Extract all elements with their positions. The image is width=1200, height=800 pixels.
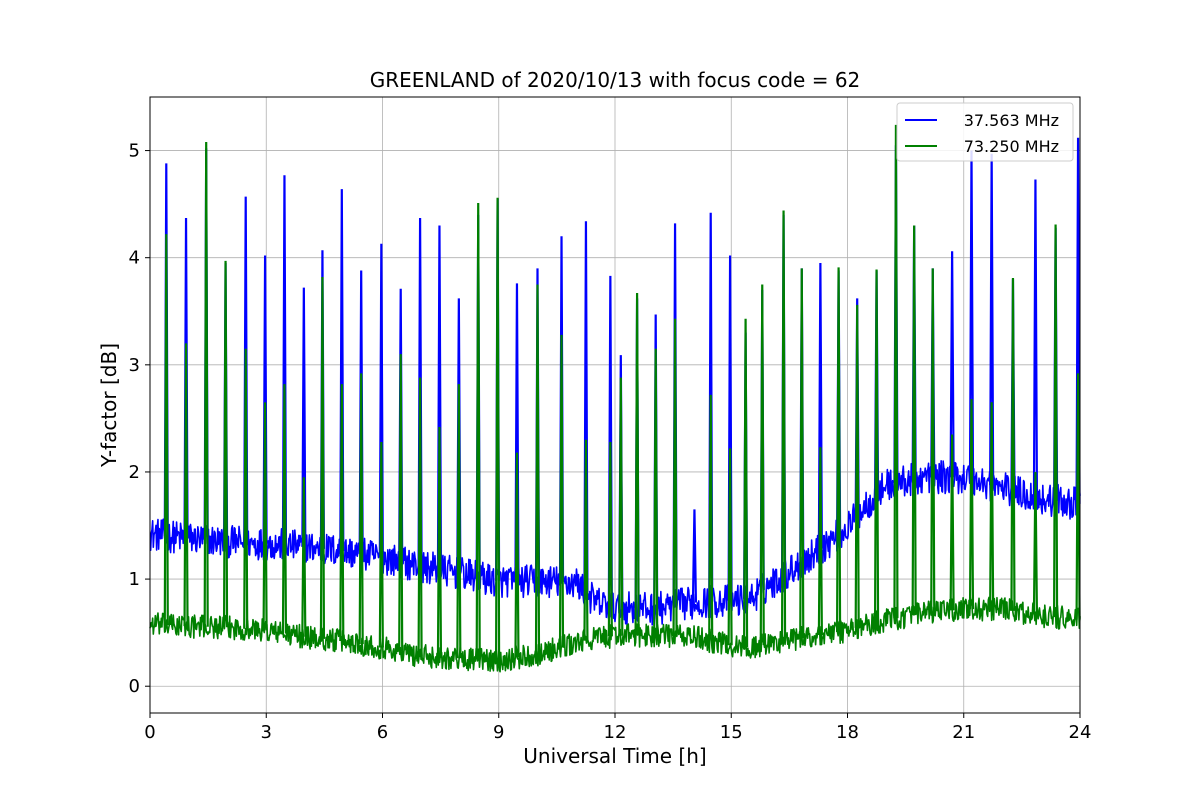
spike-point	[1052, 224, 1059, 618]
spike-point	[949, 434, 955, 611]
x-tick-label: 21	[952, 722, 975, 743]
spike-point	[494, 197, 501, 661]
x-tick-label: 18	[836, 722, 859, 743]
spike-point	[799, 268, 805, 639]
spike-point	[243, 348, 249, 629]
x-tick-label: 12	[604, 722, 627, 743]
y-tick-label: 1	[129, 569, 140, 590]
spike-point	[817, 447, 823, 636]
spike-point	[691, 509, 698, 603]
spike-point	[634, 293, 640, 636]
spike-point	[436, 426, 443, 658]
series-lines	[149, 124, 1081, 673]
x-tick-label: 15	[720, 722, 743, 743]
spike-point	[893, 124, 899, 619]
spike-point	[378, 441, 384, 648]
spike-point	[1032, 179, 1039, 498]
spike-point	[949, 251, 955, 478]
spike-point	[339, 384, 345, 642]
spike-point	[1075, 373, 1081, 620]
spike-point	[989, 402, 995, 610]
spike-point	[607, 441, 613, 637]
x-axis-label: Universal Time [h]	[523, 744, 706, 768]
spike-point	[456, 384, 462, 659]
spike-point	[281, 384, 288, 634]
spike-point	[558, 334, 565, 648]
x-tick-label: 0	[144, 722, 155, 743]
y-tick-label: 2	[129, 462, 140, 483]
spike-point	[163, 234, 169, 625]
x-tick-label: 6	[377, 722, 388, 743]
spike-point	[203, 141, 209, 627]
spike-point	[301, 477, 307, 637]
spike-point	[854, 304, 860, 628]
series-2	[149, 124, 1081, 673]
spike-point	[873, 269, 880, 623]
legend-label: 37.563 MHz	[964, 111, 1059, 130]
spike-point	[708, 394, 714, 641]
x-tick-label: 24	[1069, 722, 1092, 743]
y-axis-label: Y-factor [dB]	[97, 343, 121, 468]
y-tick-label: 3	[129, 355, 140, 376]
chart-title: GREENLAND of 2020/10/13 with focus code …	[370, 68, 861, 92]
spike-point	[262, 402, 268, 631]
spike-point	[301, 287, 307, 547]
x-tick-label: 3	[261, 722, 272, 743]
spike-point	[417, 377, 423, 656]
spike-point	[759, 284, 765, 646]
y-tick-label: 4	[129, 248, 140, 269]
y-tick-label: 0	[129, 676, 140, 697]
legend-box	[896, 102, 1074, 162]
spike-point	[183, 343, 189, 627]
spike-point	[534, 284, 541, 655]
spike-point	[968, 399, 975, 610]
series-line-2	[149, 596, 1081, 673]
spike-point	[475, 203, 481, 660]
spike-point	[835, 267, 842, 632]
spike-point	[222, 260, 229, 628]
spike-point	[672, 318, 678, 636]
spike-point	[742, 318, 749, 648]
spike-point	[911, 225, 917, 616]
spike-point	[780, 210, 787, 642]
spike-point	[653, 348, 659, 635]
spike-point	[727, 448, 733, 646]
spike-point	[319, 276, 326, 639]
legend-label: 73.250 MHz	[964, 137, 1059, 156]
spike-point	[618, 377, 624, 636]
spike-point	[358, 373, 364, 645]
legend: 37.563 MHz 73.250 MHz	[896, 102, 1074, 162]
spike-point	[398, 354, 404, 652]
x-tick-label: 9	[493, 722, 504, 743]
spike-point	[1032, 471, 1039, 615]
y-tick-label: 5	[129, 141, 140, 162]
spike-point	[930, 268, 936, 613]
spike-point	[514, 452, 520, 658]
spike-point	[583, 439, 589, 641]
spike-point	[1010, 278, 1016, 611]
